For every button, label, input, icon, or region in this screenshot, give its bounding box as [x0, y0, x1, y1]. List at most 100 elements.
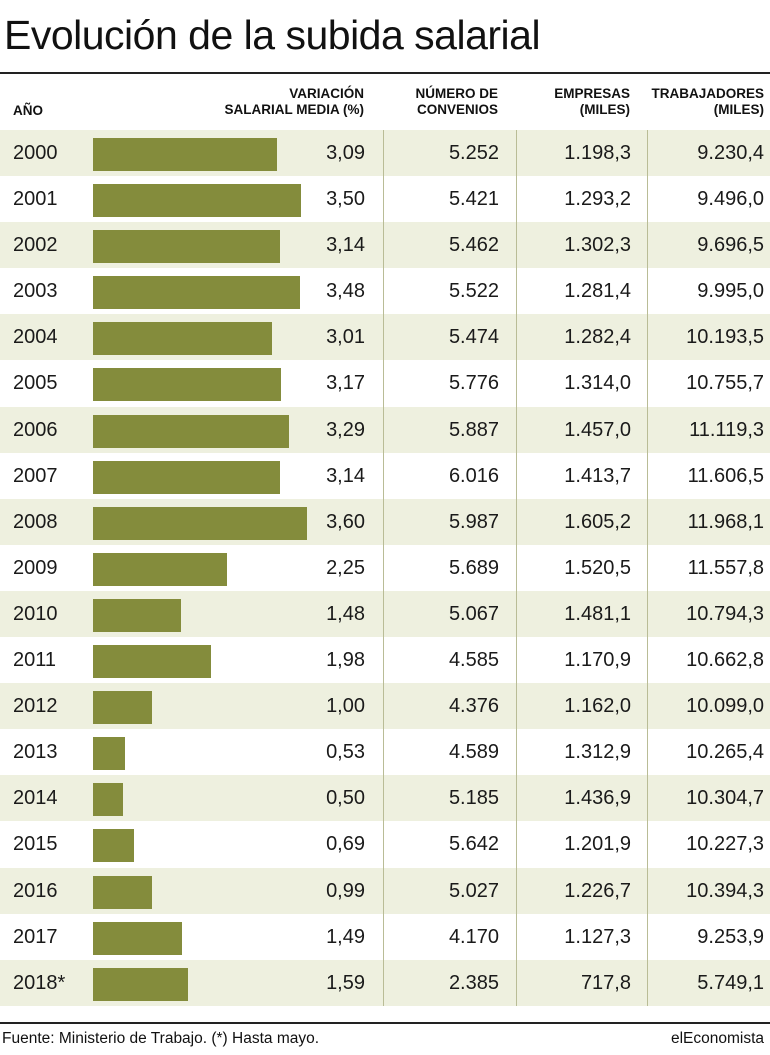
column-divider	[647, 452, 648, 499]
column-divider	[647, 314, 648, 361]
agreements-value: 5.689	[448, 556, 499, 579]
table-row: 2015 0,69 5.642 1.201,9 10.227,3	[0, 821, 770, 868]
variation-value: 3,09	[326, 142, 365, 164]
year-cell: 2007	[13, 464, 58, 487]
table-row: 2017 1,49 4.170 1.127,3 9.253,9	[0, 913, 770, 960]
table-row: 2002 3,14 5.462 1.302,3 9.696,5	[0, 222, 770, 269]
variation-value: 0,99	[326, 879, 365, 902]
column-divider	[516, 314, 517, 361]
workers-value: 10.394,3	[686, 879, 764, 902]
workers-value: 10.662,8	[686, 649, 764, 672]
variation-bar	[93, 967, 188, 1001]
variation-bar	[93, 645, 211, 679]
header-year: AÑO	[13, 103, 43, 119]
variation-value: 3,17	[326, 372, 365, 395]
companies-value: 1.162,0	[564, 695, 631, 718]
table-row: 2016 0,99 5.027 1.226,7 10.394,3	[0, 867, 770, 914]
column-divider	[647, 360, 648, 407]
table-row: 2011 1,98 4.585 1.170,9 10.662,8	[0, 637, 770, 684]
column-divider	[516, 406, 517, 453]
year-cell: 2016	[13, 879, 58, 902]
year-cell: 2008	[13, 510, 58, 533]
workers-value: 10.304,7	[686, 787, 764, 810]
column-divider	[516, 452, 517, 499]
agreements-value: 5.642	[448, 833, 499, 856]
column-divider	[516, 729, 517, 776]
year-cell: 2017	[13, 925, 58, 948]
header-variation-line2: SALARIAL MEDIA (%)	[224, 102, 365, 117]
year-cell: 2015	[13, 833, 58, 856]
table-row: 2005 3,17 5.776 1.314,0 10.755,7	[0, 360, 770, 407]
variation-value: 0,50	[326, 787, 365, 810]
variation-value: 0,53	[326, 741, 365, 764]
agreements-value: 5.421	[448, 188, 499, 211]
year-cell: 2002	[13, 234, 58, 257]
column-divider	[516, 498, 517, 545]
variation-bar	[93, 552, 227, 586]
header-agreements-line1: NÚMERO DE	[415, 86, 498, 101]
column-divider	[516, 544, 517, 591]
column-divider	[516, 130, 517, 177]
year-cell: 2013	[13, 741, 58, 764]
variation-bar	[93, 691, 153, 725]
companies-value: 1.282,4	[564, 326, 631, 349]
column-divider	[647, 498, 648, 545]
table-row: 2018* 1,59 2.385 717,8 5.749,1	[0, 959, 770, 1006]
variation-value: 3,60	[326, 510, 365, 533]
column-divider	[383, 775, 384, 822]
data-table: 2000 3,09 5.252 1.198,3 9.230,4 2001 3,50 5.421…	[0, 130, 770, 1006]
variation-bar	[93, 598, 181, 632]
column-divider	[383, 683, 384, 730]
column-divider	[383, 314, 384, 361]
column-divider	[647, 268, 648, 315]
source-note: Fuente: Ministerio de Trabajo. (*) Hasta…	[2, 1030, 320, 1047]
year-cell: 2010	[13, 602, 58, 625]
column-divider	[383, 544, 384, 591]
variation-value: 3,14	[326, 234, 365, 257]
workers-value: 11.557,8	[687, 556, 764, 579]
header-agreements: NÚMERO DE CONVENIOS	[415, 86, 498, 118]
workers-value: 9.496,0	[697, 188, 764, 211]
table-row: 2014 0,50 5.185 1.436,9 10.304,7	[0, 775, 770, 822]
year-cell: 2003	[13, 280, 58, 303]
table-row: 2001 3,50 5.421 1.293,2 9.496,0	[0, 176, 770, 223]
table-row: 2003 3,48 5.522 1.281,4 9.995,0	[0, 268, 770, 315]
year-cell: 2012	[13, 695, 58, 718]
agreements-value: 4.589	[448, 741, 499, 764]
companies-value: 1.436,9	[564, 787, 631, 810]
companies-value: 1.226,7	[564, 879, 631, 902]
variation-bar	[93, 368, 282, 402]
agreements-value: 4.170	[448, 925, 499, 948]
column-divider	[383, 130, 384, 177]
variation-bar	[93, 184, 302, 218]
column-divider	[647, 222, 648, 269]
column-divider	[383, 637, 384, 684]
column-divider	[383, 959, 384, 1006]
column-divider	[516, 959, 517, 1006]
workers-value: 11.119,3	[689, 418, 764, 441]
column-divider	[383, 590, 384, 638]
agreements-value: 5.027	[448, 879, 499, 902]
column-divider	[383, 913, 384, 960]
column-divider	[383, 176, 384, 223]
column-divider	[516, 222, 517, 269]
column-divider	[516, 176, 517, 223]
table-row: 2007 3,14 6.016 1.413,7 11.606,5	[0, 452, 770, 499]
column-divider	[647, 544, 648, 591]
header-workers-line1: TRABAJADORES	[651, 86, 764, 101]
variation-bar	[93, 921, 182, 955]
column-divider	[647, 729, 648, 776]
variation-value: 1,48	[326, 602, 365, 625]
variation-value: 3,01	[326, 326, 365, 349]
table-row: 2008 3,60 5.987 1.605,2 11.968,1	[0, 498, 770, 545]
variation-value: 0,69	[326, 833, 365, 856]
header-year-label: AÑO	[13, 103, 43, 118]
year-cell: 2001	[13, 188, 58, 211]
workers-value: 9.995,0	[697, 280, 764, 303]
agreements-value: 5.185	[448, 787, 499, 810]
brand-logo-text: elEconomista	[670, 1030, 764, 1047]
companies-value: 1.520,5	[564, 556, 631, 579]
header-companies-line2: (MILES)	[579, 102, 630, 117]
agreements-value: 5.474	[448, 326, 499, 349]
table-row: 2006 3,29 5.887 1.457,0 11.119,3	[0, 406, 770, 453]
